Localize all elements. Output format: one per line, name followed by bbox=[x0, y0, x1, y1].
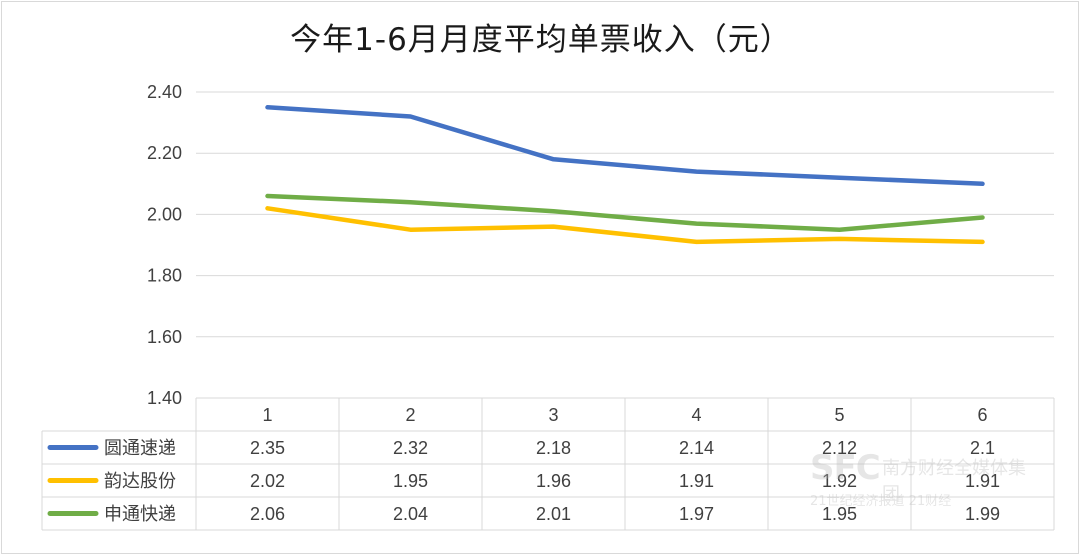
data-label: 2.1 bbox=[970, 438, 995, 458]
category-label: 5 bbox=[834, 405, 844, 425]
data-label: 1.91 bbox=[679, 471, 714, 491]
data-label: 2.04 bbox=[393, 504, 428, 524]
data-label: 1.97 bbox=[679, 504, 714, 524]
data-label: 1.95 bbox=[393, 471, 428, 491]
data-label: 2.02 bbox=[250, 471, 285, 491]
category-label: 6 bbox=[977, 405, 987, 425]
data-label: 1.95 bbox=[822, 504, 857, 524]
legend-label: 圆通速递 bbox=[104, 438, 176, 459]
data-label: 2.14 bbox=[679, 438, 714, 458]
category-label: 2 bbox=[405, 405, 415, 425]
legend-label: 申通快递 bbox=[104, 504, 176, 525]
y-tick-label: 2.00 bbox=[147, 204, 182, 224]
y-tick-label: 1.40 bbox=[147, 388, 182, 408]
chart-title: 今年1-6月月度平均单票收入（元） bbox=[290, 22, 792, 58]
data-label: 2.12 bbox=[822, 438, 857, 458]
legend-label: 韵达股份 bbox=[104, 471, 176, 492]
category-label: 3 bbox=[548, 405, 558, 425]
data-label: 1.91 bbox=[965, 471, 1000, 491]
y-tick-label: 1.80 bbox=[147, 266, 182, 286]
data-label: 2.06 bbox=[250, 504, 285, 524]
series-line bbox=[265, 206, 985, 245]
data-label: 1.99 bbox=[965, 504, 1000, 524]
data-label: 1.92 bbox=[822, 471, 857, 491]
series-line bbox=[265, 105, 985, 187]
category-label: 1 bbox=[262, 405, 272, 425]
y-tick-label: 2.40 bbox=[147, 82, 182, 102]
y-tick-label: 2.20 bbox=[147, 143, 182, 163]
data-label: 2.01 bbox=[536, 504, 571, 524]
data-label: 2.18 bbox=[536, 438, 571, 458]
category-label: 4 bbox=[691, 405, 701, 425]
data-label: 1.96 bbox=[536, 471, 571, 491]
y-tick-label: 1.60 bbox=[147, 327, 182, 347]
series-line bbox=[265, 193, 985, 232]
data-label: 2.32 bbox=[393, 438, 428, 458]
data-label: 2.35 bbox=[250, 438, 285, 458]
